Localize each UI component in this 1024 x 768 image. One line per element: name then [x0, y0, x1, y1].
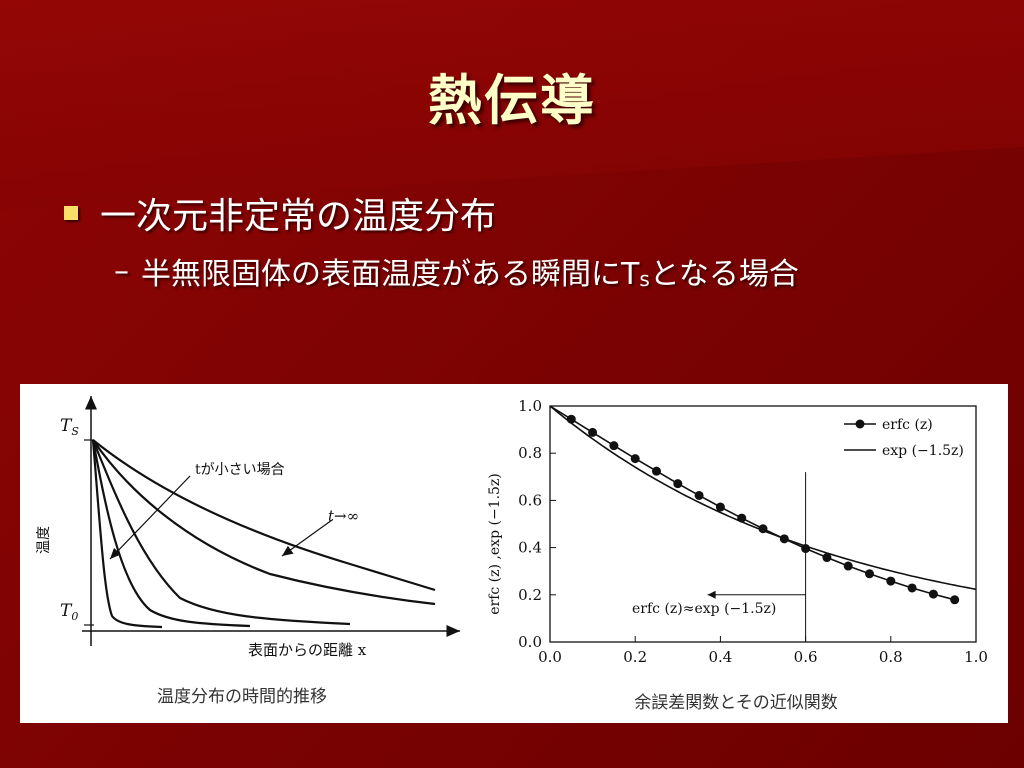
series-point-erfc [822, 553, 832, 563]
square-bullet-icon [64, 206, 78, 220]
slide-title: 熱伝導 [428, 69, 596, 132]
series-point-erfc [758, 524, 768, 534]
series-point-erfc [566, 414, 576, 424]
y-tick-label: 0.6 [518, 491, 542, 509]
plot-frame [549, 405, 977, 643]
erfc-chart-figure: 0.0 0.2 0.4 0.6 0.8 1.0 0.0 0.2 0.4 0.6 0.8 1.0 erf… [464, 384, 1008, 723]
series-point-erfc [907, 583, 917, 593]
series-line-erfc [549, 405, 955, 601]
y-tick-label: 1.0 [518, 397, 542, 415]
series-point-erfc [886, 576, 896, 586]
bullet-level1-text: 一次元非定常の温度分布 [100, 196, 497, 237]
y-tick-label: 0.2 [518, 586, 542, 604]
series-point-erfc [715, 502, 725, 512]
x-tick-label: 0.6 [794, 648, 818, 666]
profile-curve-inf [92, 439, 436, 592]
x-tick-label: 1.0 [964, 648, 988, 666]
chart-caption: 余誤差関数とその近似関数 [634, 693, 838, 713]
annotation-arrowhead [707, 590, 716, 599]
legend-label-exp: exp (−1.5z) [882, 443, 964, 459]
x-axis-label: 表面からの距離 x [248, 641, 367, 659]
series-point-erfc [801, 544, 811, 554]
chart-ticks: 0.0 0.2 0.4 0.6 0.8 1.0 0.0 0.2 0.4 0.6 0.8 1.0 [518, 397, 988, 666]
series-point-erfc [673, 479, 683, 489]
x-tick-label: 0.2 [623, 648, 647, 666]
chart-annotation: erfc (z)≈exp (−1.5z) [632, 601, 776, 617]
ts-label: TS [60, 416, 79, 438]
temperature-profile-figure: TS T0 温度 表面からの距離 x tが小さい場合 t→∞ 温度分布の時間的推… [20, 384, 464, 723]
x-tick-label: 0.8 [879, 648, 903, 666]
series-point-erfc [950, 595, 960, 605]
series-point-erfc [928, 589, 938, 599]
chart-y-axis-label: erfc (z) ,exp (−1.5z) [487, 473, 503, 615]
series-point-erfc [694, 490, 704, 500]
y-axis-label: 温度 [36, 526, 52, 554]
bullet-level2-text: 半無限固体の表面温度がある瞬間にT [141, 257, 640, 292]
chart-frame [549, 405, 977, 643]
left-figure-caption: 温度分布の時間的推移 [157, 687, 327, 707]
dash-bullet: – [114, 253, 129, 289]
y-tick-label: 0.0 [518, 633, 542, 651]
series-point-erfc [843, 561, 853, 571]
series-point-erfc [737, 513, 747, 523]
series-point-erfc [588, 427, 598, 437]
profile-curve-4 [92, 439, 436, 606]
series-line-exp [549, 405, 977, 591]
t0-label: T0 [60, 601, 78, 623]
x-tick-label: 0.4 [708, 648, 732, 666]
series-point-erfc [609, 441, 619, 451]
series-point-erfc [630, 454, 640, 464]
profile-curve-1 [91, 439, 163, 629]
bullet-level2-tail: となる場合 [649, 257, 799, 292]
legend-marker-erfc [855, 419, 865, 429]
series-point-erfc [779, 534, 789, 544]
profile-curve-3 [91, 439, 351, 626]
series-point-erfc [652, 466, 661, 476]
t-inf-annotation: t→∞ [328, 507, 359, 525]
t-inf-arrow [281, 519, 333, 557]
bullet-level2-subscript: s [639, 267, 650, 291]
profile-curve-2 [91, 439, 251, 628]
y-tick-label: 0.4 [518, 539, 542, 557]
temperature-profile-svg: TS T0 温度 表面からの距離 x tが小さい場合 t→∞ [36, 396, 460, 659]
chart-series [549, 405, 977, 642]
y-tick-label: 0.8 [518, 444, 542, 462]
chart-legend: erfc (z) exp (−1.5z) [844, 417, 964, 459]
series-point-erfc [865, 569, 874, 579]
legend-label-erfc: erfc (z) [882, 417, 933, 433]
small-t-annotation: tが小さい場合 [195, 462, 285, 478]
x-tick-label: 0.0 [538, 648, 562, 666]
small-t-arrow [109, 475, 191, 560]
erfc-chart-svg: 0.0 0.2 0.4 0.6 0.8 1.0 0.0 0.2 0.4 0.6 0.8 1.0 erf… [487, 397, 988, 666]
bullet-level1: 一次元非定常の温度分布 [64, 188, 496, 238]
bullet-level2: – 半無限固体の表面温度がある瞬間にT s となる場合 [114, 248, 799, 294]
